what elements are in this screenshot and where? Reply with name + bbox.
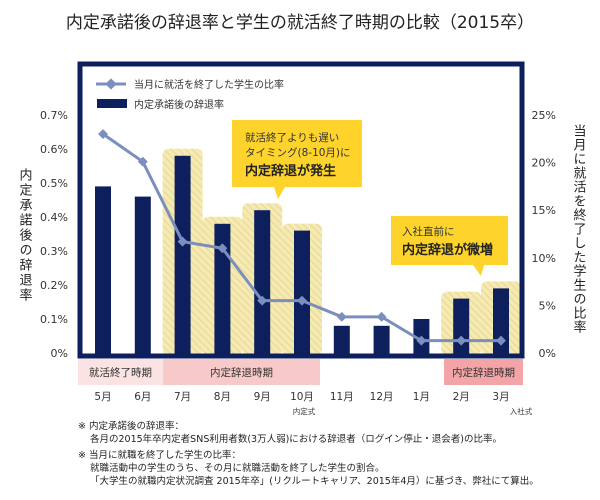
y-tick-label: 0.5%	[40, 177, 68, 190]
period-band-2	[444, 359, 523, 385]
period-band-0	[78, 359, 163, 385]
y2-tick-label: 20%	[532, 157, 556, 170]
y-axis-label: 内定承諾後の辞退率	[17, 167, 33, 303]
chart-title: 内定承諾後の辞退率と学生の就活終了時期の比較（2015卒）	[65, 13, 535, 33]
y2-axis-label: 当月に就活を終了した学生の比率	[571, 124, 587, 334]
line-point-2月	[456, 335, 467, 346]
x-tick-label: 2月	[453, 391, 470, 403]
period-band-1	[163, 359, 320, 385]
period-label-0: 就活終了時期	[89, 366, 152, 379]
y-tick-label: 0%	[51, 347, 68, 360]
line-point-5月	[98, 129, 108, 139]
y2-tick-label: 5%	[539, 299, 556, 312]
x-tick-label: 9月	[254, 391, 271, 403]
note-2-title: ※ 当月に就職を終了した学生の比率：	[78, 450, 241, 461]
y2-tick-label: 25%	[532, 109, 556, 122]
y-tick-label: 0.2%	[40, 279, 68, 292]
x-sublabel-3月: 入社式	[510, 406, 533, 416]
legend-bar-label: 内定承諾後の辞退率	[134, 98, 224, 111]
x-tick-label: 8月	[214, 391, 231, 403]
x-tick-label: 1月	[413, 391, 430, 403]
y-tick-label: 0.1%	[40, 313, 68, 326]
x-sublabel-10月: 内定式	[293, 406, 316, 416]
y2-tick-label: 15%	[532, 204, 556, 217]
line-point-1月	[416, 335, 427, 346]
line-point-12月	[376, 311, 387, 322]
note-2-source: 「大学生の就職内定状況調査 2015年卒」(リクルートキャリア、2015年4月）…	[90, 476, 539, 487]
callout2-emphasis: 内定辞退が微増	[402, 242, 493, 258]
note-2-body: 就職活動中の学生のうち、その月に就職活動を終了した学生の割合。	[90, 463, 385, 474]
plot-frame	[77, 61, 525, 359]
bar-11月	[333, 325, 350, 355]
chart-svg: 就活終了時期 内定辞退時期 内定辞退時期 0% 0.1% 0.2% 0.3% 0.4% 0.5…	[17, 61, 587, 416]
note-1-title: ※ 内定承諾後の辞退率：	[78, 421, 184, 432]
bar-10月	[294, 230, 310, 355]
line-point-8月	[217, 243, 228, 254]
callout2-line1: 入社直前に	[402, 225, 455, 238]
x-tick-label: 3月	[492, 391, 509, 403]
y-tick-label: 0.4%	[40, 211, 68, 224]
line-point-10月	[297, 295, 307, 306]
line-point-6月	[137, 156, 148, 167]
y-tick-label: 0.6%	[40, 143, 68, 156]
note-1-body: 各月の2015年卒内定者SNS利用者数(3万人弱)における辞退者（ログイン停止・…	[90, 434, 503, 445]
bar-2月	[453, 298, 470, 355]
callout1-emphasis: 内定辞退が発生	[245, 163, 336, 179]
y-tick-label: 0.3%	[40, 245, 68, 258]
bar-12月	[373, 325, 390, 355]
line-point-7月	[177, 236, 188, 247]
y2-tick-label: 10%	[532, 252, 556, 265]
bar-7月	[174, 155, 191, 355]
bar-5月	[95, 186, 111, 355]
bar-8月	[214, 223, 231, 355]
x-tick-label: 10月	[290, 391, 314, 403]
period-label-1: 内定辞退時期	[210, 366, 273, 379]
y-tick-label: 0.7%	[40, 109, 68, 122]
x-tick-label: 12月	[370, 391, 394, 403]
legend-line-label: 当月に就活を終了した学生の比率	[134, 78, 284, 91]
bar-6月	[134, 196, 151, 355]
line-point-3月	[496, 335, 506, 346]
x-tick-label: 6月	[134, 391, 151, 403]
line-point-9月	[257, 295, 268, 306]
line-point-11月	[336, 311, 347, 322]
callout1-line2: タイミング(8-10月)に	[245, 146, 351, 159]
x-tick-label: 11月	[330, 391, 354, 403]
bar-9月	[254, 210, 271, 355]
x-tick-label: 7月	[174, 391, 191, 403]
bar-3月	[493, 288, 509, 355]
period-label-2: 内定辞退時期	[452, 366, 515, 379]
x-tick-label: 5月	[94, 391, 111, 403]
y2-tick-label: 0%	[539, 347, 556, 360]
callout1-line1: 就活終了よりも遅い	[245, 131, 339, 144]
